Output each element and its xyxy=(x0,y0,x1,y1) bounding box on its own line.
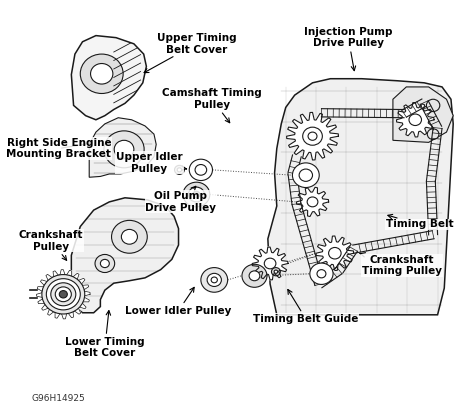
Circle shape xyxy=(46,279,80,310)
Circle shape xyxy=(409,114,421,126)
Polygon shape xyxy=(316,236,354,270)
Circle shape xyxy=(272,267,280,276)
Circle shape xyxy=(59,290,67,298)
Circle shape xyxy=(310,263,333,284)
Circle shape xyxy=(201,267,228,292)
Text: Camshaft Timing
Pulley: Camshaft Timing Pulley xyxy=(162,89,262,123)
Polygon shape xyxy=(252,247,288,280)
Circle shape xyxy=(104,131,144,168)
Circle shape xyxy=(307,197,318,207)
Circle shape xyxy=(211,277,218,283)
Circle shape xyxy=(100,260,109,267)
Circle shape xyxy=(193,191,200,198)
Circle shape xyxy=(91,63,113,84)
Text: Timing Belt Guide: Timing Belt Guide xyxy=(253,290,358,324)
Circle shape xyxy=(51,283,76,306)
Circle shape xyxy=(42,274,85,314)
Text: Timing Belt: Timing Belt xyxy=(386,214,454,229)
Circle shape xyxy=(188,187,204,202)
Polygon shape xyxy=(72,198,179,313)
Polygon shape xyxy=(89,118,156,177)
Circle shape xyxy=(95,255,115,272)
Circle shape xyxy=(427,99,440,112)
Text: Lower Idler Pulley: Lower Idler Pulley xyxy=(125,287,232,316)
Polygon shape xyxy=(72,35,146,120)
Text: Lower Timing
Belt Cover: Lower Timing Belt Cover xyxy=(65,311,145,358)
Circle shape xyxy=(189,159,212,180)
Circle shape xyxy=(195,164,207,175)
Text: Crankshaft
Timing Pulley: Crankshaft Timing Pulley xyxy=(359,253,442,276)
Text: Upper Timing
Belt Cover: Upper Timing Belt Cover xyxy=(144,33,236,73)
Text: Right Side Engine
Mounting Bracket: Right Side Engine Mounting Bracket xyxy=(7,138,111,159)
Circle shape xyxy=(328,248,341,259)
Circle shape xyxy=(183,182,210,207)
Circle shape xyxy=(121,229,137,244)
Circle shape xyxy=(249,271,260,281)
Circle shape xyxy=(264,258,276,269)
Circle shape xyxy=(174,165,184,174)
Polygon shape xyxy=(396,103,434,137)
Circle shape xyxy=(292,163,319,187)
Polygon shape xyxy=(296,187,328,216)
Circle shape xyxy=(80,54,123,94)
Circle shape xyxy=(299,169,312,181)
Circle shape xyxy=(427,129,439,140)
Circle shape xyxy=(177,168,182,172)
Polygon shape xyxy=(393,87,453,143)
Circle shape xyxy=(111,220,147,253)
Circle shape xyxy=(242,265,267,287)
Circle shape xyxy=(317,269,326,278)
Circle shape xyxy=(55,287,72,302)
Text: Injection Pump
Drive Pulley: Injection Pump Drive Pulley xyxy=(304,27,392,70)
Circle shape xyxy=(207,273,221,286)
Circle shape xyxy=(308,132,317,140)
Circle shape xyxy=(303,127,322,145)
Polygon shape xyxy=(268,79,453,315)
Circle shape xyxy=(114,140,134,158)
Text: G96H14925: G96H14925 xyxy=(31,394,85,403)
Text: Oil Pump
Drive Pulley: Oil Pump Drive Pulley xyxy=(145,186,216,213)
Polygon shape xyxy=(36,269,90,319)
Text: Upper Idler
Pulley: Upper Idler Pulley xyxy=(116,152,187,174)
Text: Crankshaft
Pulley: Crankshaft Pulley xyxy=(19,230,83,260)
Polygon shape xyxy=(287,112,338,160)
Circle shape xyxy=(274,270,278,273)
